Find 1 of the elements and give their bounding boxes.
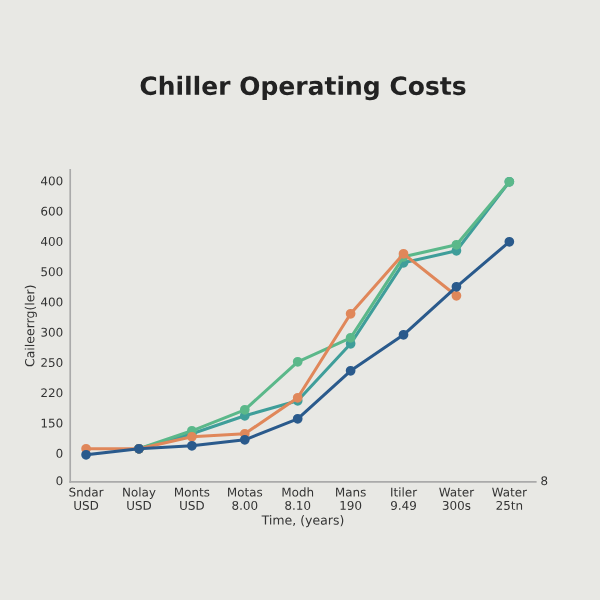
chart-title: Chiller Operating Costs	[140, 75, 466, 101]
